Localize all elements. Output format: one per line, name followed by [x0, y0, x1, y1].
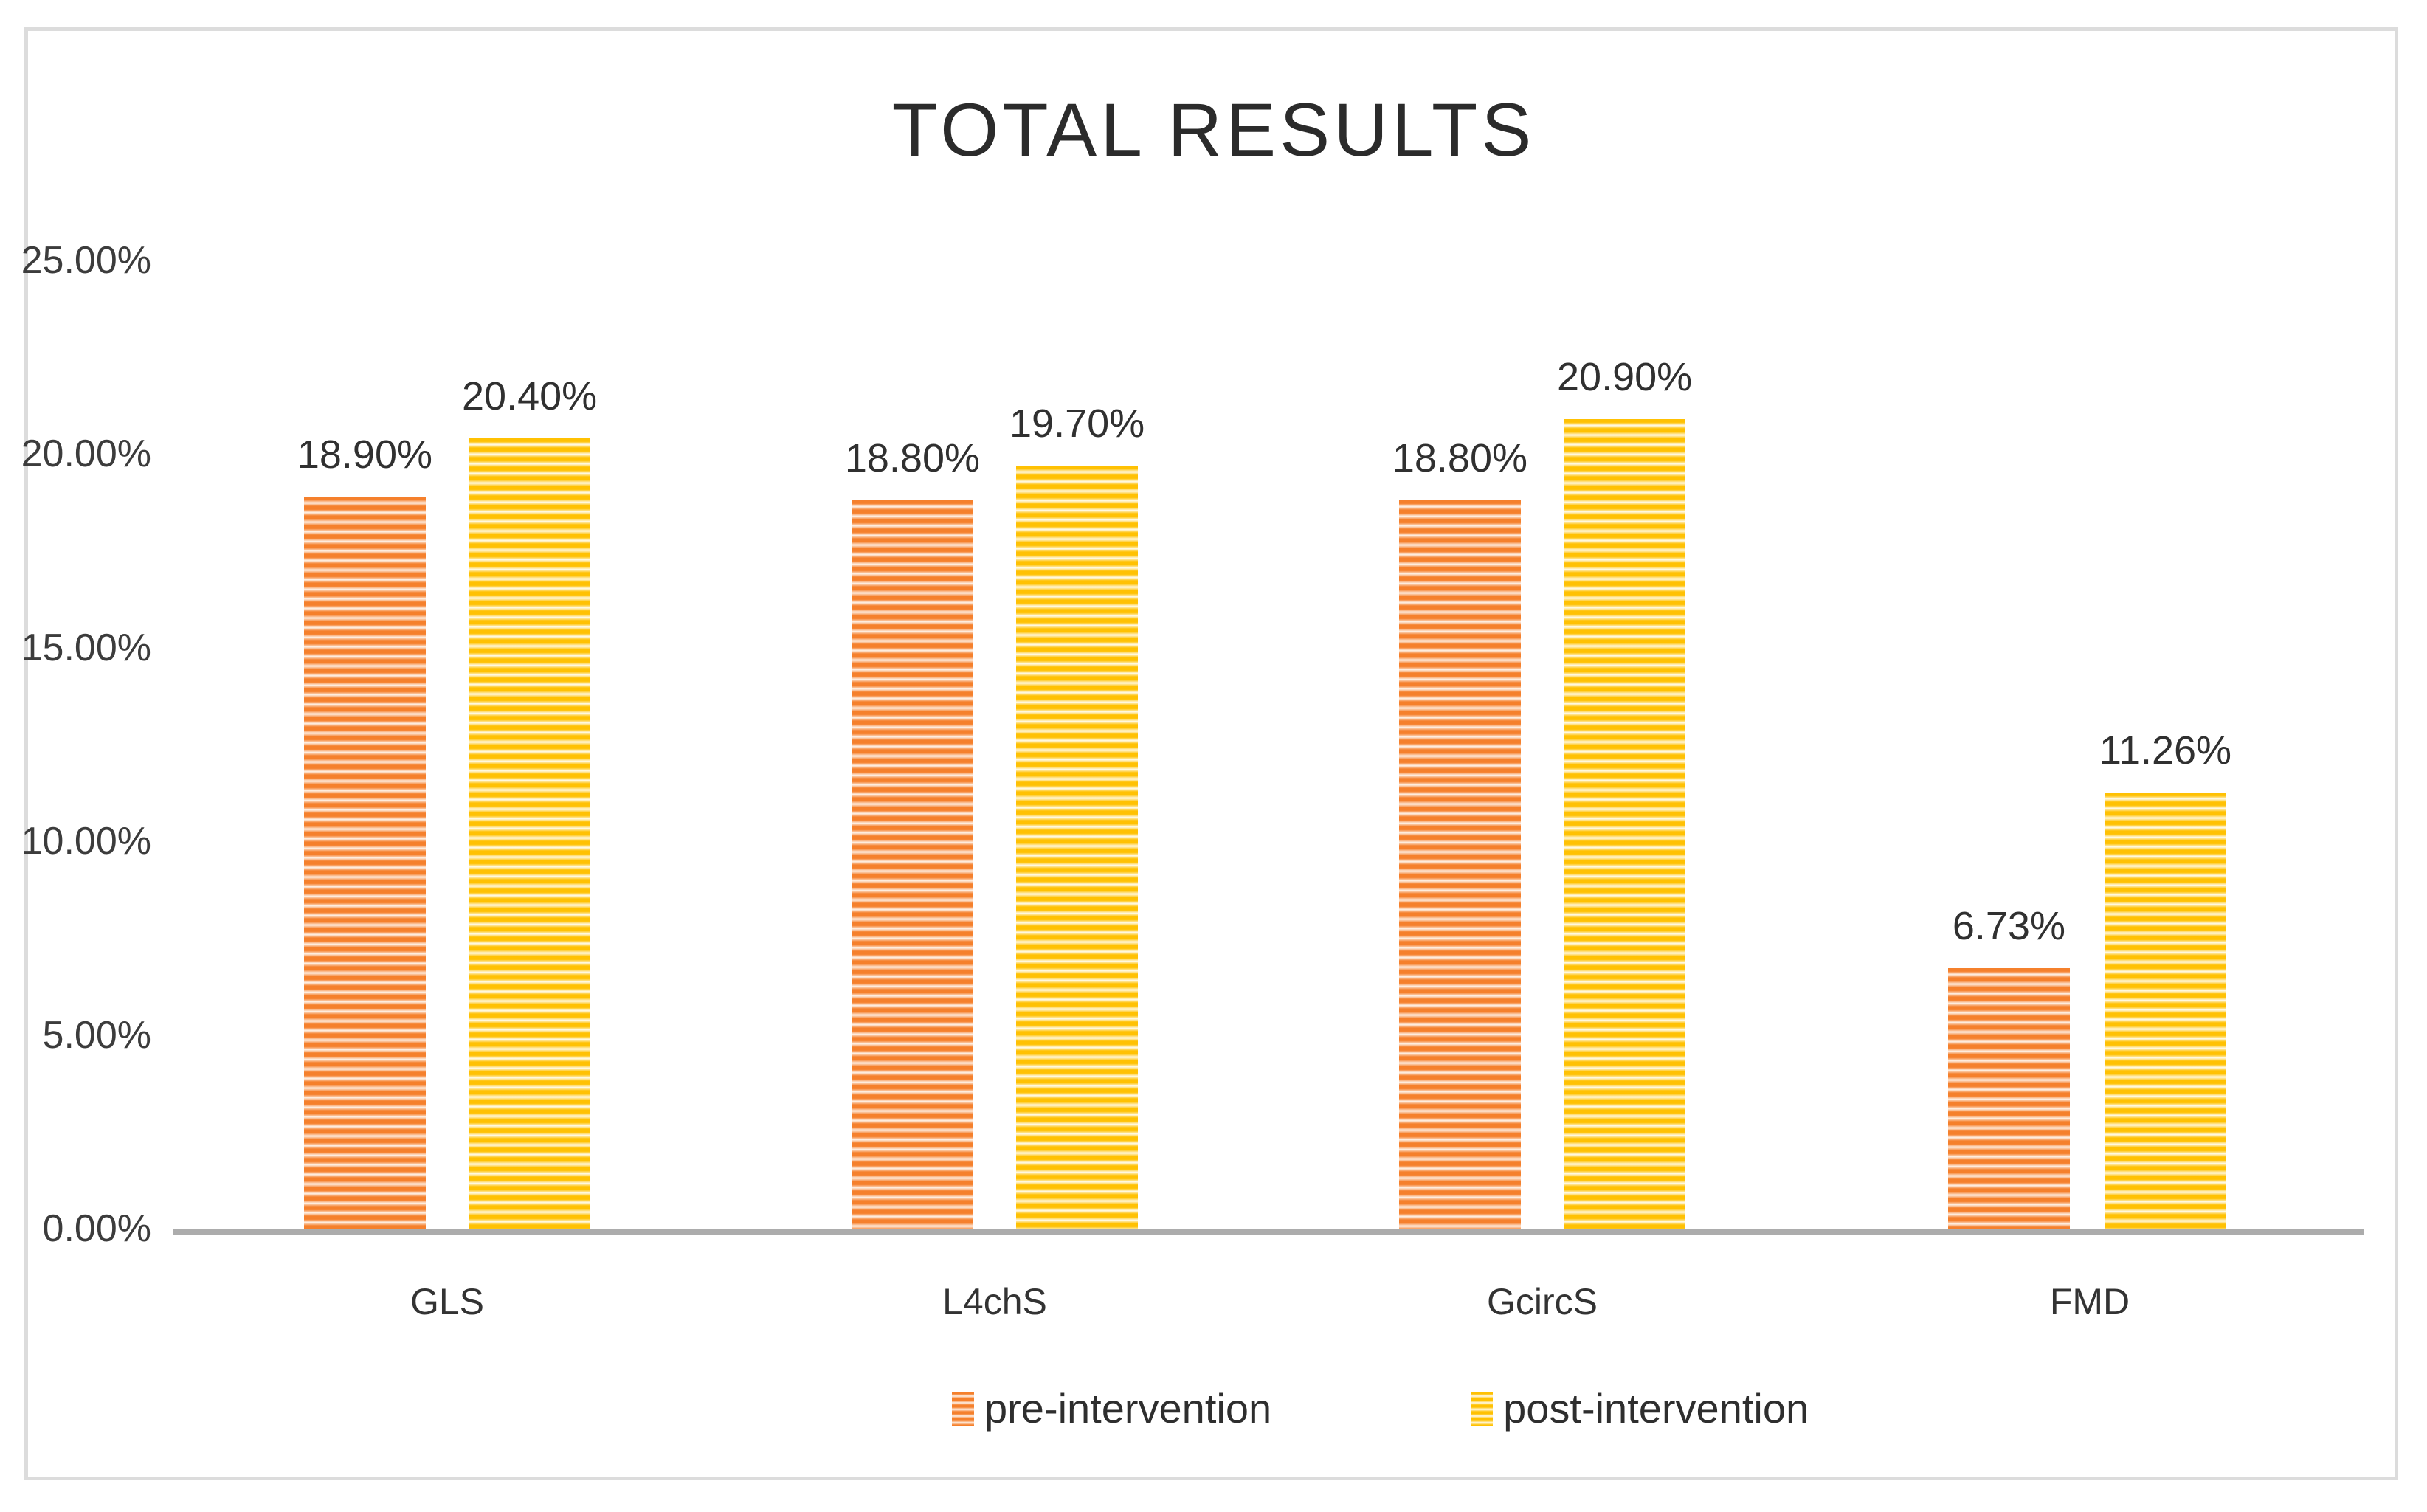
legend-item-post-intervention: post-intervention: [1471, 1384, 1809, 1432]
category-label-gls: GLS: [410, 1281, 485, 1322]
pre-intervention-bar: [1947, 967, 2070, 1229]
legend-label: post-intervention: [1503, 1385, 1809, 1432]
bar-unit: 18.90%: [297, 260, 432, 1229]
y-axis-tick-label: 5.00%: [42, 1013, 151, 1057]
bar-unit: 18.80%: [1392, 260, 1527, 1229]
value-label: 19.70%: [1009, 401, 1145, 446]
bar-unit: 18.80%: [845, 260, 980, 1229]
pre-intervention-swatch-icon: [952, 1391, 974, 1426]
value-label: 18.80%: [844, 436, 980, 481]
plot-area: 18.90% 20.40% 18.80% 19.70%: [173, 260, 2364, 1235]
pre-intervention-bar: [851, 500, 973, 1229]
value-label: 18.90%: [297, 432, 432, 477]
category-label-fmd: FMD: [2049, 1281, 2130, 1322]
bar-unit: 11.26%: [2099, 260, 2231, 1229]
y-axis-tick-label: 20.00%: [21, 432, 151, 476]
bar-group-gcircs: 18.80% 20.90%: [1268, 260, 1816, 1229]
post-intervention-bar: [2104, 793, 2226, 1229]
legend-label: pre-intervention: [984, 1385, 1272, 1432]
post-intervention-swatch-icon: [1471, 1391, 1494, 1426]
x-axis-line: [173, 1229, 2364, 1235]
pre-intervention-bar: [1398, 500, 1521, 1229]
y-axis-tick-label: 25.00%: [21, 239, 151, 282]
y-axis-tick-label: 10.00%: [21, 820, 151, 863]
pre-intervention-bar: [303, 497, 426, 1229]
y-axis-tick-label: 0.00%: [42, 1207, 151, 1250]
bar-unit: 20.90%: [1557, 260, 1692, 1229]
value-label: 11.26%: [2099, 728, 2232, 773]
chart-title: TOTAL RESULTS: [891, 88, 1536, 172]
category-label-l4chs: L4chS: [942, 1281, 1047, 1322]
bar-unit: 19.70%: [1009, 260, 1145, 1229]
bar-unit: 20.40%: [462, 260, 597, 1229]
value-label: 6.73%: [1952, 903, 2065, 948]
legend-item-pre-intervention: pre-intervention: [952, 1384, 1271, 1432]
legend: pre-intervention post-intervention: [952, 1384, 1809, 1432]
value-label: 20.90%: [1557, 355, 1693, 400]
y-axis-tick-label: 15.00%: [21, 626, 151, 669]
value-label: 18.80%: [1392, 436, 1527, 481]
y-axis: 0.00% 5.00% 10.00% 15.00% 20.00% 25.00%: [0, 239, 151, 1250]
x-axis-labels: GLS L4chS GcircS FMD: [173, 1258, 2364, 1323]
category-label-gcircs: GcircS: [1487, 1281, 1598, 1322]
post-intervention-bar: [1016, 466, 1139, 1229]
bar-group-gls: 18.90% 20.40%: [173, 260, 721, 1229]
post-intervention-bar: [469, 438, 591, 1229]
value-label: 20.40%: [462, 374, 598, 419]
post-intervention-bar: [1564, 419, 1686, 1229]
bar-unit: 6.73%: [1947, 260, 2070, 1229]
bar-groups: 18.90% 20.40% 18.80% 19.70%: [173, 260, 2364, 1229]
bar-group-l4chs: 18.80% 19.70%: [721, 260, 1268, 1229]
bar-group-fmd: 6.73% 11.26%: [1816, 260, 2364, 1229]
